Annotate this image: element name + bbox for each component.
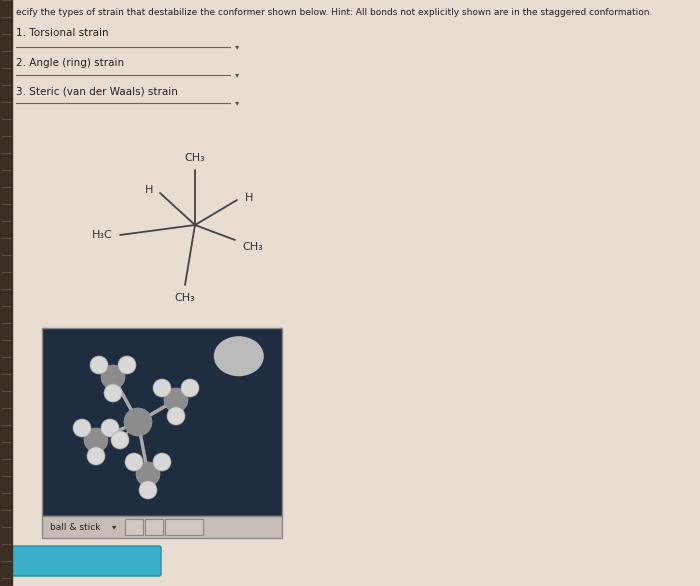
Text: CH₃: CH₃ <box>242 242 262 252</box>
Text: ecify the types of strain that destabilize the conformer shown below. Hint: All : ecify the types of strain that destabili… <box>16 8 652 17</box>
Circle shape <box>167 407 185 425</box>
Circle shape <box>104 384 122 402</box>
Circle shape <box>153 379 171 397</box>
Bar <box>125 519 143 535</box>
Circle shape <box>87 447 105 465</box>
Text: ▾: ▾ <box>235 98 239 107</box>
Circle shape <box>181 379 199 397</box>
Text: ▾: ▾ <box>235 43 239 52</box>
Circle shape <box>164 388 188 412</box>
Circle shape <box>118 356 136 374</box>
Circle shape <box>139 481 157 499</box>
Circle shape <box>153 453 171 471</box>
Text: CH₃: CH₃ <box>185 153 205 163</box>
Bar <box>145 519 163 535</box>
FancyBboxPatch shape <box>12 546 161 576</box>
Text: Submit Answer & Next: Submit Answer & Next <box>20 556 153 566</box>
Text: H: H <box>245 193 253 203</box>
Text: labels: labels <box>171 523 197 532</box>
Text: 2. Angle (ring) strain: 2. Angle (ring) strain <box>16 58 124 68</box>
Text: +: + <box>149 522 159 532</box>
Text: H: H <box>145 185 153 195</box>
Circle shape <box>101 419 119 437</box>
Circle shape <box>101 365 125 389</box>
Text: CH₃: CH₃ <box>174 293 195 303</box>
Circle shape <box>73 419 91 437</box>
Bar <box>42 516 282 538</box>
Text: ball & stick: ball & stick <box>50 523 101 532</box>
Bar <box>0 0 12 586</box>
Bar <box>42 328 282 516</box>
Text: ▾: ▾ <box>235 70 239 80</box>
Circle shape <box>136 462 160 486</box>
Bar <box>165 519 203 535</box>
Text: 1. Torsional strain: 1. Torsional strain <box>16 28 108 38</box>
Circle shape <box>84 428 108 452</box>
Text: -: - <box>132 522 136 532</box>
Text: H₃C: H₃C <box>92 230 113 240</box>
Circle shape <box>90 356 108 374</box>
Ellipse shape <box>214 336 264 376</box>
Text: 3. Steric (van der Waals) strain: 3. Steric (van der Waals) strain <box>16 86 178 96</box>
Circle shape <box>111 431 129 449</box>
Text: ▾: ▾ <box>112 523 116 532</box>
Circle shape <box>124 408 152 436</box>
Circle shape <box>125 453 143 471</box>
